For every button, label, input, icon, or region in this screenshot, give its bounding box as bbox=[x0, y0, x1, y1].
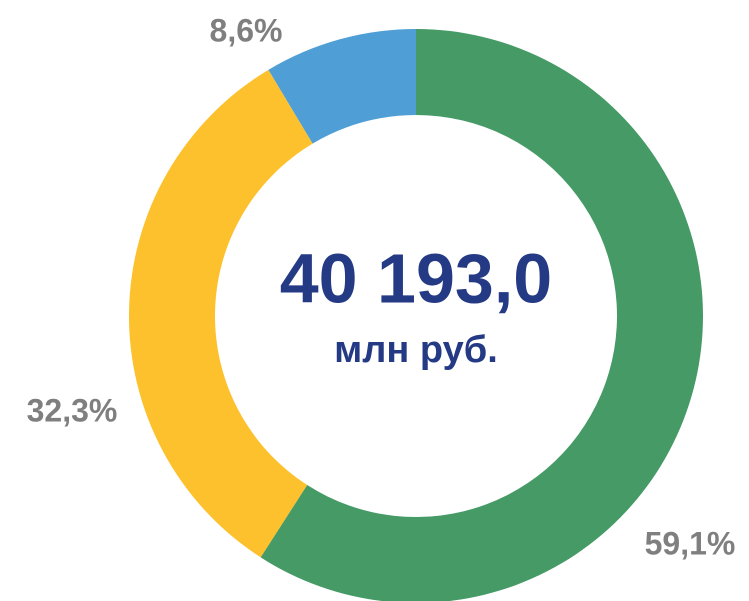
donut-segment bbox=[128, 69, 313, 558]
data-label: 59,1% bbox=[645, 525, 736, 561]
donut-segment bbox=[268, 29, 416, 144]
center-unit: млн руб. bbox=[334, 329, 498, 371]
donut-segment bbox=[260, 29, 703, 601]
center-total: 40 193,0 bbox=[280, 239, 552, 317]
data-label: 32,3% bbox=[27, 392, 118, 428]
data-label: 8,6% bbox=[210, 12, 283, 48]
